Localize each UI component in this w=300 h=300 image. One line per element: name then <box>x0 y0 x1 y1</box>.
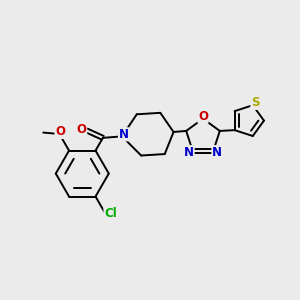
Text: Cl: Cl <box>104 208 117 220</box>
Text: O: O <box>55 125 65 139</box>
Text: S: S <box>251 96 260 110</box>
Text: N: N <box>212 146 222 159</box>
Text: N: N <box>118 128 128 141</box>
Text: O: O <box>198 110 208 123</box>
Text: O: O <box>77 122 87 136</box>
Text: N: N <box>184 146 194 159</box>
